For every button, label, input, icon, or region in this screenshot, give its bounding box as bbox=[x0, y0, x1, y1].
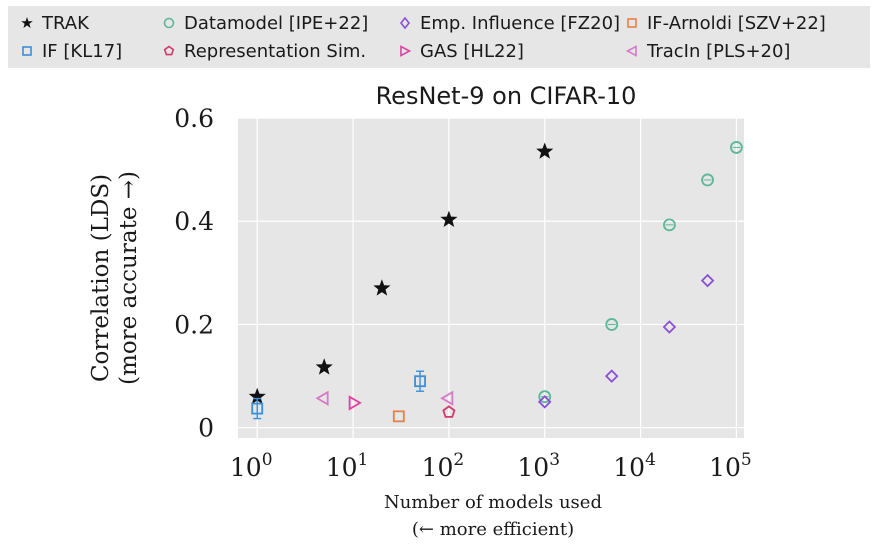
representation-sim-point bbox=[442, 405, 456, 418]
square-icon bbox=[627, 18, 637, 28]
datamodel-point bbox=[605, 318, 619, 331]
x-tick-label: 103 bbox=[517, 450, 560, 482]
legend-item-representation-sim: Representation Sim. bbox=[160, 38, 366, 64]
tracin-point bbox=[440, 390, 454, 406]
if-point bbox=[251, 402, 264, 415]
trak-point bbox=[373, 279, 391, 296]
y-tick-label: 0 bbox=[198, 414, 214, 443]
square-icon bbox=[22, 46, 32, 56]
grid bbox=[238, 117, 744, 438]
emp-influence-point bbox=[604, 369, 619, 383]
y-tick-label: 0.4 bbox=[174, 207, 214, 236]
legend-label: TRAK bbox=[42, 12, 89, 34]
legend-label: IF-Arnoldi [SZV+22] bbox=[647, 12, 826, 34]
legend-label: GAS [HL22] bbox=[420, 40, 524, 62]
x-tick-label: 105 bbox=[709, 450, 752, 482]
y-tick-label: 0.6 bbox=[174, 104, 214, 133]
x-axis-sublabel: (← more efficient) bbox=[412, 519, 574, 540]
datamodel-point bbox=[538, 390, 552, 404]
emp-influence-point bbox=[700, 273, 715, 288]
gas-point bbox=[348, 395, 362, 411]
data-marks bbox=[248, 141, 743, 423]
trak-point bbox=[248, 387, 266, 404]
legend: TRAK Datamodel [IPE+22] Emp. Influence [… bbox=[8, 6, 870, 68]
datamodel-point bbox=[663, 218, 676, 232]
emp-influence-point bbox=[537, 395, 552, 409]
trak-point bbox=[315, 358, 333, 375]
legend-item-gas: GAS [HL22] bbox=[396, 38, 524, 64]
legend-label: Representation Sim. bbox=[184, 40, 367, 62]
y-axis: 0 0.2 0.4 0.6 bbox=[174, 104, 214, 443]
datamodel-point bbox=[701, 173, 714, 187]
legend-item-tracin: TracIn [PLS+20] bbox=[623, 38, 790, 64]
y-axis-sublabel: (more accurate →) bbox=[116, 171, 142, 385]
legend-item-if: IF [KL17] bbox=[18, 38, 122, 64]
emp-influence-point bbox=[662, 320, 677, 334]
plot-area bbox=[238, 118, 744, 438]
triangle-right-icon bbox=[400, 45, 412, 57]
pentagon-icon bbox=[163, 45, 175, 56]
legend-item-datamodel: Datamodel [IPE+22] bbox=[160, 10, 368, 36]
circle-icon bbox=[163, 17, 175, 29]
trak-point bbox=[536, 142, 554, 159]
legend-label: Emp. Influence [FZ20] bbox=[420, 12, 621, 34]
x-tick-label: 100 bbox=[230, 450, 273, 482]
y-axis-label: Correlation (LDS) bbox=[88, 174, 114, 382]
legend-item-trak: TRAK bbox=[18, 10, 89, 36]
if-arnoldi-point bbox=[392, 410, 405, 423]
legend-item-emp-influence: Emp. Influence [FZ20] bbox=[396, 10, 620, 36]
tracin-point bbox=[315, 390, 329, 406]
legend-item-if-arnoldi: IF-Arnoldi [SZV+22] bbox=[623, 10, 826, 36]
if-point bbox=[414, 375, 426, 388]
star-icon bbox=[21, 17, 33, 28]
triangle-left-icon bbox=[625, 45, 637, 57]
datamodel-point bbox=[730, 141, 743, 154]
x-tick-label: 104 bbox=[613, 450, 656, 482]
legend-label: TracIn [PLS+20] bbox=[647, 40, 791, 62]
x-axis-label: Number of models used bbox=[384, 492, 602, 513]
x-axis: 100 101 102 103 104 105 bbox=[230, 450, 752, 482]
chart-title: ResNet-9 on CIFAR-10 bbox=[376, 82, 637, 110]
x-tick-label: 102 bbox=[422, 450, 465, 482]
diamond-icon bbox=[399, 16, 411, 30]
trak-point bbox=[440, 210, 458, 227]
x-tick-label: 101 bbox=[326, 450, 369, 482]
legend-label: IF [KL17] bbox=[42, 40, 123, 62]
y-tick-label: 0.2 bbox=[174, 310, 214, 339]
legend-label: Datamodel [IPE+22] bbox=[184, 12, 369, 34]
